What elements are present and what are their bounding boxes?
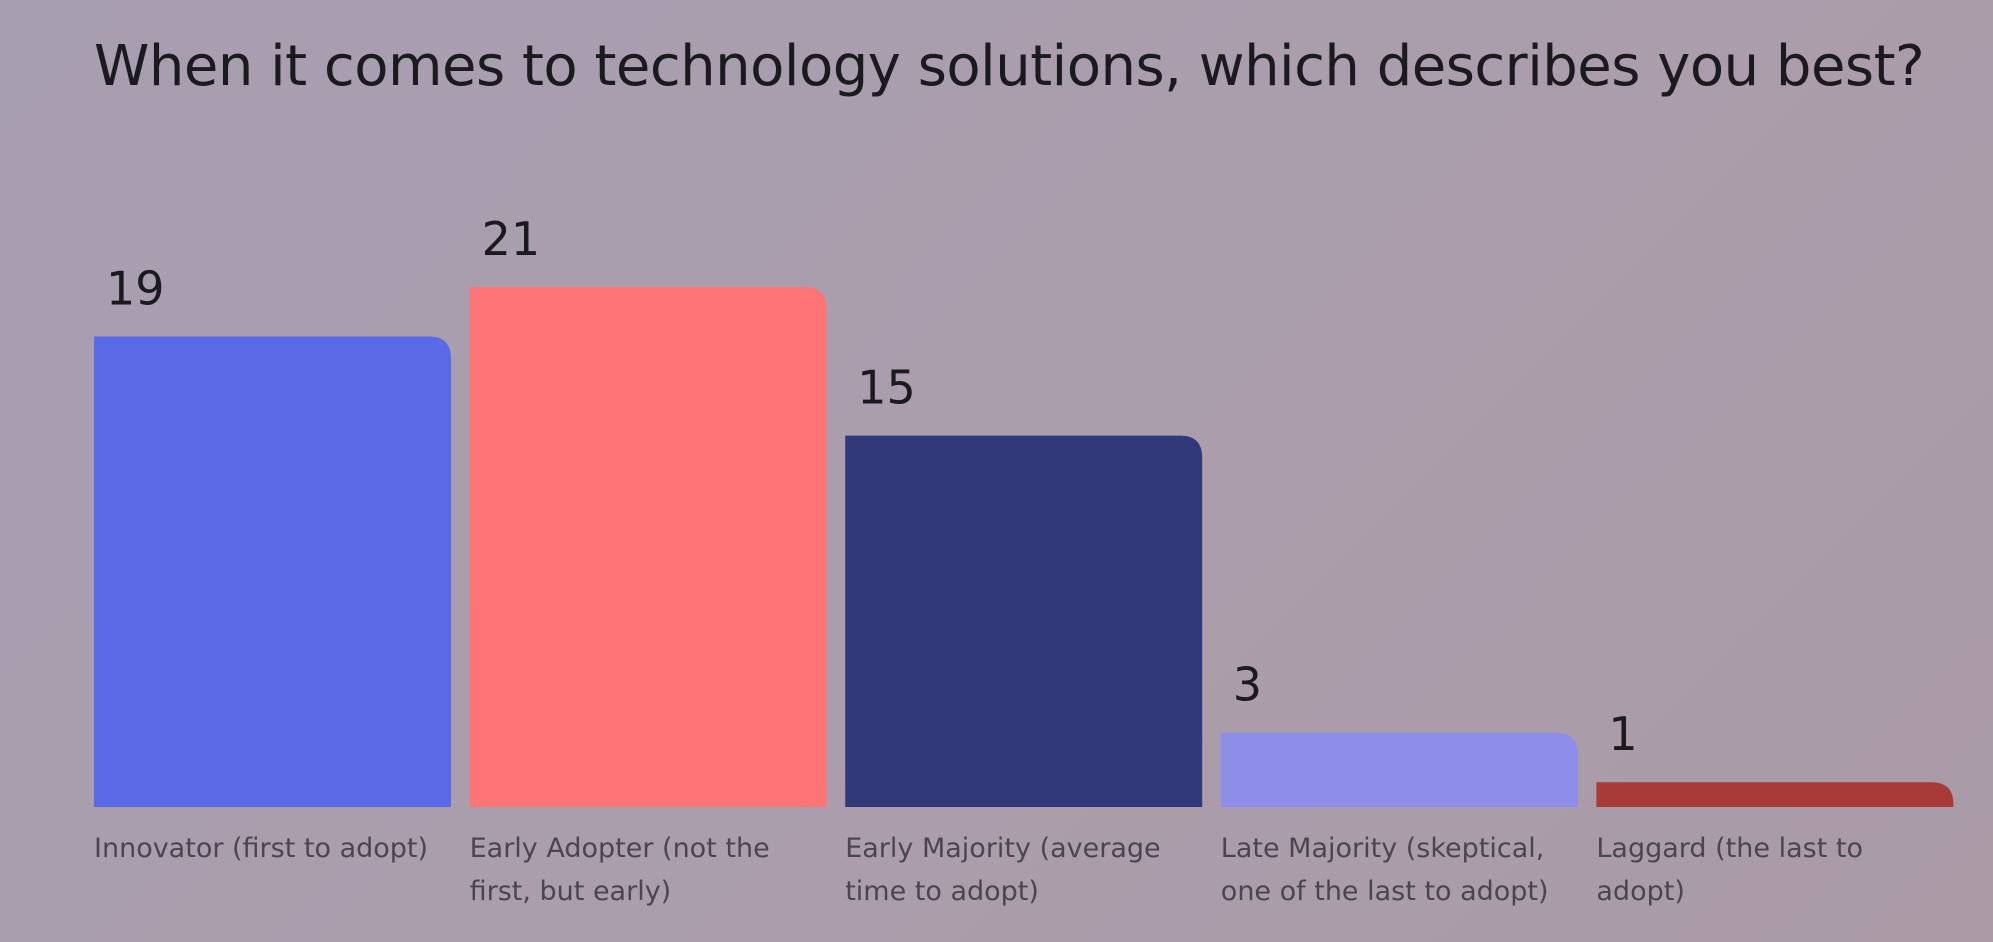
value-label: 15 <box>857 361 916 415</box>
chart-title: When it comes to technology solutions, w… <box>94 34 1925 99</box>
x-tick-label: Late Majority (skeptical, one of the las… <box>1220 833 1549 907</box>
x-tick-label: Laggard (the last to adopt) <box>1596 833 1863 907</box>
x-tick-label: Early Majority (average time to adopt) <box>845 833 1161 907</box>
x-tick-label: Innovator (first to adopt) <box>94 833 429 864</box>
value-label: 19 <box>106 262 165 316</box>
bar <box>845 435 1203 807</box>
value-label: 3 <box>1233 658 1262 712</box>
bar <box>1220 732 1578 807</box>
value-label: 1 <box>1608 707 1637 761</box>
bar <box>94 336 451 807</box>
bar <box>469 287 827 807</box>
value-label: 21 <box>482 212 541 266</box>
bar <box>1596 782 1954 807</box>
x-tick-label: Early Adopter (not the first, but early) <box>469 833 770 907</box>
